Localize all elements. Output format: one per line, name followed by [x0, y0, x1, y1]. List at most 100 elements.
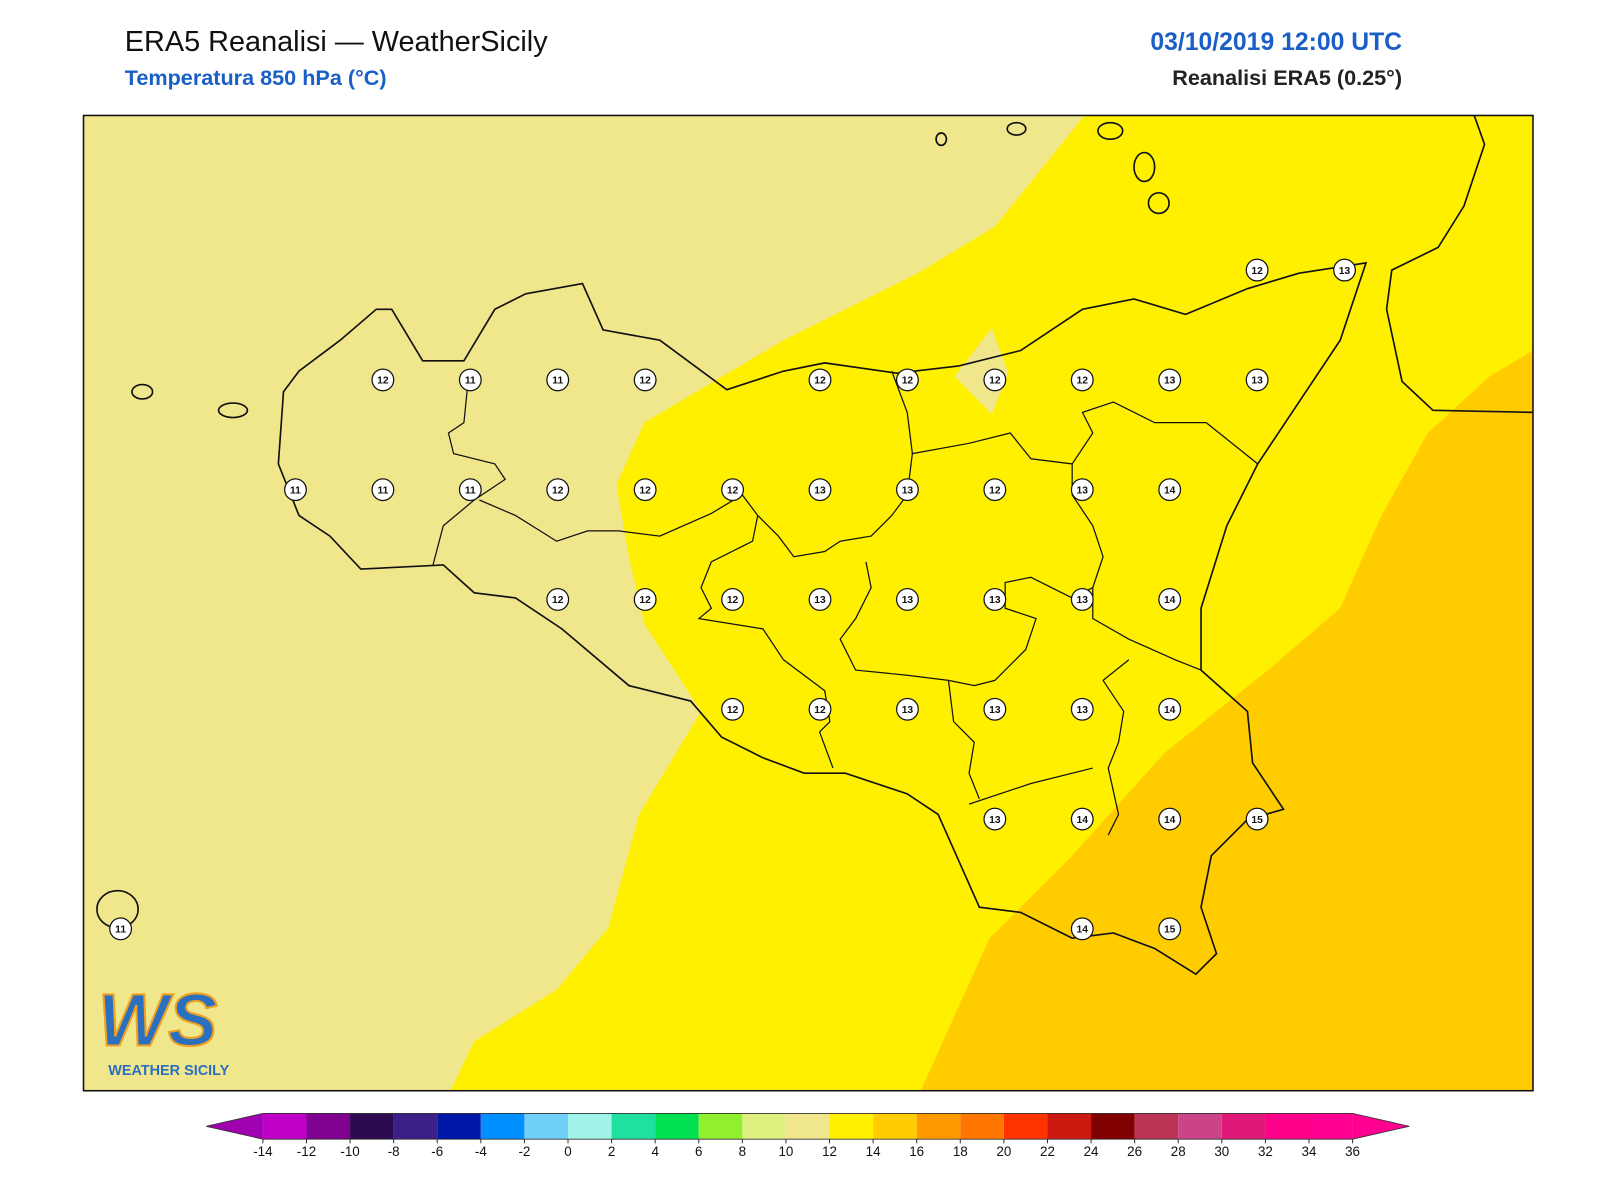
colorbar-segment — [655, 1113, 699, 1140]
station-marker — [1158, 807, 1182, 831]
field-12 — [954, 327, 1009, 415]
station-marker — [983, 478, 1007, 502]
station-value: 11 — [465, 376, 476, 387]
subtitle: Temperatura 850 hPa (°C) — [125, 65, 387, 90]
station-marker — [1158, 478, 1182, 502]
station-marker — [1158, 588, 1182, 611]
colorbar-under — [206, 1113, 263, 1140]
colorbar-label: 0 — [564, 1144, 571, 1159]
station-marker — [1070, 588, 1094, 611]
station-marker — [808, 697, 832, 721]
logo-text: WEATHER SICILY — [108, 1063, 229, 1079]
station-marker — [1070, 807, 1094, 831]
colorbar-segment — [742, 1113, 786, 1140]
station-value: 12 — [814, 376, 826, 387]
station-marker — [633, 478, 657, 502]
colorbar-label: 32 — [1258, 1144, 1273, 1159]
station-marker — [458, 478, 482, 502]
colorbar-label: 8 — [739, 1144, 746, 1159]
station-marker — [1070, 917, 1094, 941]
station-value: 12 — [727, 485, 739, 496]
station-value: 11 — [115, 925, 126, 936]
colorbar-label: -12 — [297, 1144, 316, 1159]
station-marker — [546, 368, 570, 392]
station-value: 13 — [1251, 376, 1263, 387]
colorbar-segment — [393, 1113, 438, 1140]
station-value: 12 — [727, 595, 739, 606]
station-marker — [1070, 697, 1094, 721]
colorbar-segment — [437, 1113, 481, 1140]
station-value: 11 — [552, 376, 563, 387]
colorbar-segment — [262, 1113, 307, 1140]
station-marker — [458, 368, 482, 392]
station-value: 12 — [552, 485, 564, 496]
colorbar-segment — [1047, 1113, 1092, 1140]
colorbar-label: 10 — [778, 1144, 793, 1159]
station-marker — [983, 368, 1007, 392]
colorbar-label: 2 — [608, 1144, 615, 1159]
colorbar-label: 4 — [651, 1144, 659, 1159]
island — [1006, 121, 1027, 136]
colorbar-label: 18 — [953, 1144, 968, 1159]
colorbar-label: 12 — [822, 1144, 837, 1159]
station-value: 12 — [1251, 266, 1263, 277]
station-value: 14 — [1164, 485, 1176, 496]
colorbar-label: 26 — [1127, 1144, 1142, 1159]
station-marker — [808, 368, 832, 392]
colorbar-label: -6 — [431, 1144, 443, 1159]
map-frame — [82, 114, 1534, 1092]
station-value: 13 — [902, 705, 914, 716]
station-value: 13 — [814, 595, 826, 606]
colorbar-segment — [350, 1113, 394, 1140]
station-value: 14 — [1077, 815, 1089, 826]
station-value: 11 — [465, 485, 476, 496]
colorbar-label: -2 — [518, 1144, 530, 1159]
station-marker — [1070, 478, 1094, 502]
colorbar-segment — [1178, 1113, 1222, 1140]
colorbar-label: -14 — [253, 1144, 273, 1159]
station-value: 12 — [989, 485, 1001, 496]
colorbar-label: -10 — [340, 1144, 359, 1159]
station-marker — [895, 478, 919, 502]
colorbar-segment — [306, 1113, 351, 1140]
date: 03/10/2019 12:00 UTC — [1150, 29, 1402, 56]
station-value: 14 — [1164, 815, 1176, 826]
title: ERA5 Reanalisi — WeatherSicily — [125, 26, 548, 58]
station-value: 11 — [377, 485, 388, 496]
station-value: 12 — [989, 376, 1001, 387]
island — [1133, 151, 1156, 183]
colorbar-segment — [1003, 1113, 1048, 1140]
station-value: 13 — [1077, 705, 1089, 716]
colorbar: -14 -12 -10 -8 -6 -4 -2 0 2 4 6 8 10 12 14 16 18 20 22 24 26… — [206, 1112, 1410, 1159]
station-marker — [808, 588, 832, 611]
island — [217, 402, 249, 419]
station-marker — [109, 917, 133, 941]
station-value: 12 — [552, 595, 564, 606]
station-marker — [546, 588, 570, 611]
station-value: 14 — [1164, 705, 1176, 716]
colorbar-segment — [785, 1113, 830, 1140]
station-value: 12 — [814, 705, 826, 716]
colorbar-segment — [960, 1113, 1004, 1140]
field-12 — [83, 115, 1085, 1091]
colorbar-segment — [524, 1113, 568, 1140]
station-value: 13 — [902, 485, 914, 496]
station-value: 12 — [1077, 376, 1089, 387]
colorbar-label: -4 — [475, 1144, 487, 1159]
station-marker — [721, 697, 745, 721]
station-marker — [1070, 368, 1094, 392]
province-border — [432, 370, 1259, 836]
island — [935, 132, 948, 147]
station-marker — [895, 368, 919, 392]
colorbar-segment — [916, 1113, 961, 1140]
station-marker — [1245, 807, 1269, 831]
colorbar-segment — [1221, 1113, 1266, 1140]
colorbar-label: 36 — [1345, 1144, 1360, 1159]
colorbar-label: 24 — [1084, 1144, 1099, 1159]
station-marker — [633, 368, 657, 392]
source: Reanalisi ERA5 (0.25°) — [1172, 65, 1402, 90]
stations: 12 13 12 11 11 12 12 12 12 12 13 13 11 11 11 12 12 12 13 13… — [109, 258, 1356, 941]
island — [131, 383, 154, 400]
station-marker — [633, 588, 657, 611]
